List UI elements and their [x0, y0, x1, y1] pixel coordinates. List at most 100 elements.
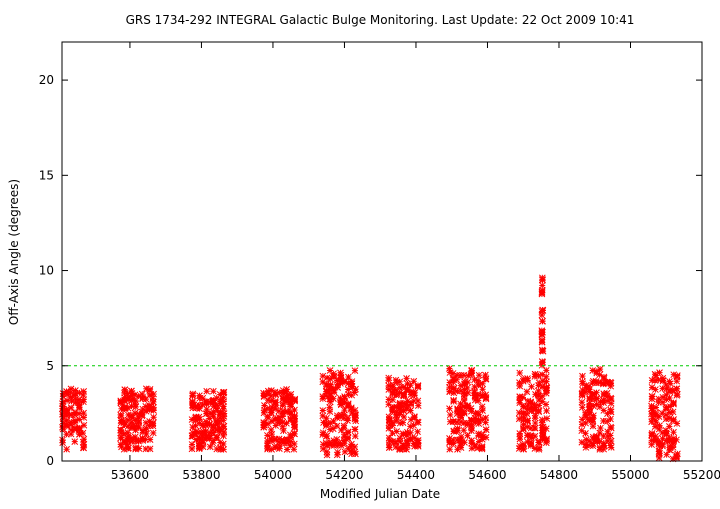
data-point — [652, 387, 658, 393]
data-point — [335, 449, 341, 455]
data-point — [291, 446, 297, 452]
data-point — [150, 395, 156, 401]
data-point — [189, 446, 195, 452]
data-point — [670, 400, 676, 406]
data-point — [352, 444, 358, 450]
data-point — [520, 425, 526, 431]
data-point — [525, 377, 531, 383]
data-point — [544, 408, 550, 414]
data-point — [465, 379, 471, 385]
data-point — [670, 444, 676, 450]
data-point — [579, 428, 585, 434]
data-point — [469, 368, 475, 374]
data-point — [671, 416, 677, 422]
data-point — [649, 396, 655, 402]
data-point — [601, 374, 607, 380]
data-point — [151, 391, 157, 397]
data-point — [352, 390, 358, 396]
data-point — [472, 442, 478, 448]
data-point — [539, 318, 545, 324]
data-point — [657, 370, 663, 376]
data-point — [608, 438, 614, 444]
data-point — [461, 439, 467, 445]
data-point — [539, 328, 545, 334]
data-point — [529, 384, 535, 390]
data-point — [475, 398, 481, 404]
data-point — [401, 414, 407, 420]
y-tick-label: 0 — [46, 454, 54, 468]
data-point — [411, 390, 417, 396]
data-point — [324, 433, 330, 439]
data-point — [125, 430, 131, 436]
data-point — [604, 390, 610, 396]
data-point — [204, 406, 210, 412]
data-point — [345, 401, 351, 407]
data-point — [539, 417, 545, 423]
data-point — [292, 431, 298, 437]
data-point — [543, 426, 549, 432]
x-tick-label: 54600 — [468, 468, 506, 482]
data-point — [607, 433, 613, 439]
data-point — [411, 414, 417, 420]
data-point — [660, 375, 666, 381]
data-point — [543, 401, 549, 407]
data-point — [579, 373, 585, 379]
data-point — [320, 446, 326, 452]
data-point — [667, 381, 673, 387]
data-point — [221, 389, 227, 395]
data-point — [401, 392, 407, 398]
data-point — [415, 429, 421, 435]
data-point — [480, 408, 486, 414]
data-point — [465, 433, 471, 439]
data-point — [151, 408, 157, 414]
data-point — [284, 446, 290, 452]
data-point — [264, 432, 270, 438]
data-point — [292, 398, 298, 404]
data-point — [674, 378, 680, 384]
data-point — [415, 384, 421, 390]
data-point — [674, 392, 680, 398]
data-point — [408, 408, 414, 414]
data-point — [415, 438, 421, 444]
data-point — [540, 359, 546, 365]
x-tick-label: 54800 — [540, 468, 578, 482]
data-point — [539, 287, 545, 293]
data-point — [397, 379, 403, 385]
data-point — [221, 446, 227, 452]
data-point — [674, 373, 680, 379]
data-point — [674, 421, 680, 427]
data-point — [214, 434, 220, 440]
data-point — [520, 446, 526, 452]
data-point — [68, 405, 74, 411]
data-point — [404, 443, 410, 449]
x-tick-label: 53800 — [182, 468, 220, 482]
data-point — [72, 417, 78, 423]
data-point — [210, 440, 216, 446]
data-point — [353, 418, 359, 424]
data-point — [72, 439, 78, 445]
y-tick-label: 5 — [46, 359, 54, 373]
data-point — [60, 437, 66, 443]
data-point — [220, 441, 226, 447]
data-point — [670, 409, 676, 415]
data-point — [81, 422, 87, 428]
data-point — [454, 427, 460, 433]
data-point — [517, 383, 523, 389]
data-point — [404, 375, 410, 381]
data-point — [483, 434, 489, 440]
data-point — [352, 433, 358, 439]
data-point — [330, 396, 336, 402]
data-point — [132, 401, 138, 407]
data-point — [536, 446, 542, 452]
data-point — [150, 430, 156, 436]
data-point — [447, 446, 453, 452]
data-point — [390, 397, 396, 403]
data-point — [543, 367, 549, 373]
x-tick-label: 55200 — [683, 468, 720, 482]
data-point — [540, 432, 546, 438]
data-point — [524, 418, 530, 424]
y-tick-label: 10 — [39, 264, 54, 278]
data-point — [660, 443, 666, 449]
data-point — [330, 426, 336, 432]
